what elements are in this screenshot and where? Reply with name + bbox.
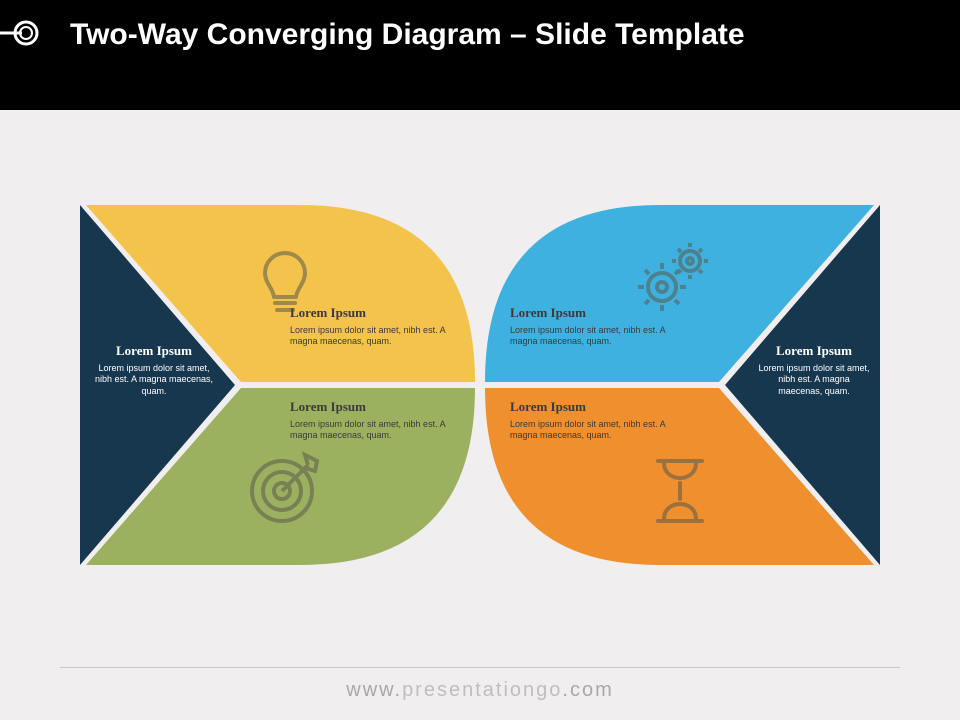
right-top-leaf-text: Lorem Ipsum Lorem ipsum dolor sit amet, … xyxy=(510,305,670,348)
left-triangle-heading: Lorem Ipsum xyxy=(94,343,214,359)
converging-diagram: Lorem Ipsum Lorem ipsum dolor sit amet, … xyxy=(80,205,880,565)
diagram-stage: Lorem Ipsum Lorem ipsum dolor sit amet, … xyxy=(0,110,960,660)
right-bottom-leaf-text: Lorem Ipsum Lorem ipsum dolor sit amet, … xyxy=(510,399,670,442)
right-bottom-leaf-body: Lorem ipsum dolor sit amet, nibh est. A … xyxy=(510,419,670,442)
footer-url-mid: presentationgo xyxy=(402,679,562,701)
footer-url-prefix: www. xyxy=(346,679,402,701)
header-ornament-icon xyxy=(0,18,42,48)
right-triangle-text: Lorem Ipsum Lorem ipsum dolor sit amet, … xyxy=(756,343,872,397)
right-bottom-leaf-heading: Lorem Ipsum xyxy=(510,399,670,415)
right-triangle-body: Lorem ipsum dolor sit amet, nibh est. A … xyxy=(756,363,872,397)
right-top-leaf-body: Lorem ipsum dolor sit amet, nibh est. A … xyxy=(510,325,670,348)
footer-url-suffix: .com xyxy=(562,679,613,701)
slide-title: Two-Way Converging Diagram – Slide Templ… xyxy=(70,18,930,53)
left-triangle-text: Lorem Ipsum Lorem ipsum dolor sit amet, … xyxy=(94,343,214,397)
left-triangle-body: Lorem ipsum dolor sit amet, nibh est. A … xyxy=(94,363,214,397)
footer-rule xyxy=(60,667,900,668)
left-bottom-leaf-heading: Lorem Ipsum xyxy=(290,399,450,415)
left-top-leaf-heading: Lorem Ipsum xyxy=(290,305,450,321)
right-top-leaf-heading: Lorem Ipsum xyxy=(510,305,670,321)
left-top-leaf-text: Lorem Ipsum Lorem ipsum dolor sit amet, … xyxy=(290,305,450,348)
left-top-leaf-body: Lorem ipsum dolor sit amet, nibh est. A … xyxy=(290,325,450,348)
slide-header: Two-Way Converging Diagram – Slide Templ… xyxy=(0,0,960,110)
right-triangle-heading: Lorem Ipsum xyxy=(756,343,872,359)
left-bottom-leaf-body: Lorem ipsum dolor sit amet, nibh est. A … xyxy=(290,419,450,442)
footer-url: www.presentationgo.com xyxy=(0,679,960,702)
left-bottom-leaf-text: Lorem Ipsum Lorem ipsum dolor sit amet, … xyxy=(290,399,450,442)
